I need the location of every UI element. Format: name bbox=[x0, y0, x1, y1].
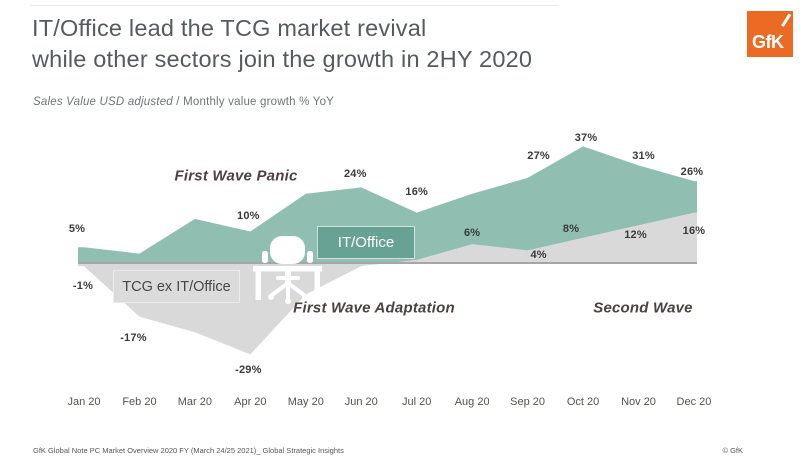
tcg-ex-it-office-area bbox=[78, 212, 697, 355]
title-line-1: IT/Office lead the TCG market revival bbox=[32, 15, 427, 41]
gfk-logo: GfK bbox=[747, 11, 793, 57]
x-axis-label: Jul 20 bbox=[402, 396, 432, 408]
value-label: 27% bbox=[527, 149, 550, 162]
x-axis-label: May 20 bbox=[287, 396, 324, 408]
slide-title: IT/Office lead the TCG market revival wh… bbox=[32, 13, 532, 75]
value-label: 37% bbox=[574, 132, 598, 145]
value-label: 24% bbox=[343, 168, 367, 181]
x-axis-label: Apr 20 bbox=[234, 396, 267, 408]
series-tag-it-office: IT/Office bbox=[317, 226, 415, 259]
subtitle-italic: Sales Value USD adjusted bbox=[33, 96, 173, 108]
x-axis-label: Sep 20 bbox=[510, 396, 546, 408]
value-label: 16% bbox=[405, 185, 428, 198]
x-axis-label: Jun 20 bbox=[344, 396, 378, 408]
top-rule bbox=[30, 5, 558, 6]
x-axis-label: Aug 20 bbox=[454, 396, 490, 408]
footer-note: GfK Global Note PC Market Overview 2020 … bbox=[33, 446, 344, 455]
value-label: 31% bbox=[632, 150, 655, 163]
value-label: 6% bbox=[463, 227, 481, 240]
desk-chair-icon bbox=[253, 236, 322, 304]
value-label: 10% bbox=[237, 209, 260, 222]
value-label: -1% bbox=[72, 280, 94, 293]
subtitle-normal: / Monthly value growth % YoY bbox=[172, 96, 335, 108]
x-axis-label: Dec 20 bbox=[676, 396, 712, 408]
annotation-first-wave-panic: First Wave Panic bbox=[174, 167, 298, 185]
series-tag-tcg-ex-it-office: TCG ex IT/Office bbox=[113, 270, 240, 303]
annotation-second-wave: Second Wave bbox=[593, 299, 693, 317]
logo-square: GfK bbox=[747, 11, 793, 57]
x-axis-label: Oct 20 bbox=[566, 396, 600, 408]
value-label: 16% bbox=[682, 224, 706, 237]
x-axis-label: Mar 20 bbox=[177, 396, 213, 408]
it-office-area bbox=[78, 146, 697, 263]
value-label: 5% bbox=[68, 223, 86, 236]
footer-copyright: © GfK bbox=[722, 446, 743, 455]
value-label: 26% bbox=[680, 166, 704, 179]
title-line-2: while other sectors join the growth in 2… bbox=[32, 46, 533, 72]
subtitle: Sales Value USD adjusted / Monthly value… bbox=[33, 96, 334, 108]
x-axis-label: Jan 20 bbox=[67, 396, 101, 408]
value-label: 8% bbox=[562, 222, 580, 235]
value-label: 12% bbox=[624, 229, 647, 242]
annotation-first-wave-adaptation: First Wave Adaptation bbox=[293, 299, 455, 317]
logo-text: GfK bbox=[752, 32, 784, 52]
x-axis-label: Feb 20 bbox=[122, 396, 157, 408]
value-label: 4% bbox=[530, 249, 547, 262]
x-axis-label: Nov 20 bbox=[621, 396, 656, 408]
value-label: -17% bbox=[120, 331, 147, 344]
value-label: -29% bbox=[235, 364, 262, 377]
